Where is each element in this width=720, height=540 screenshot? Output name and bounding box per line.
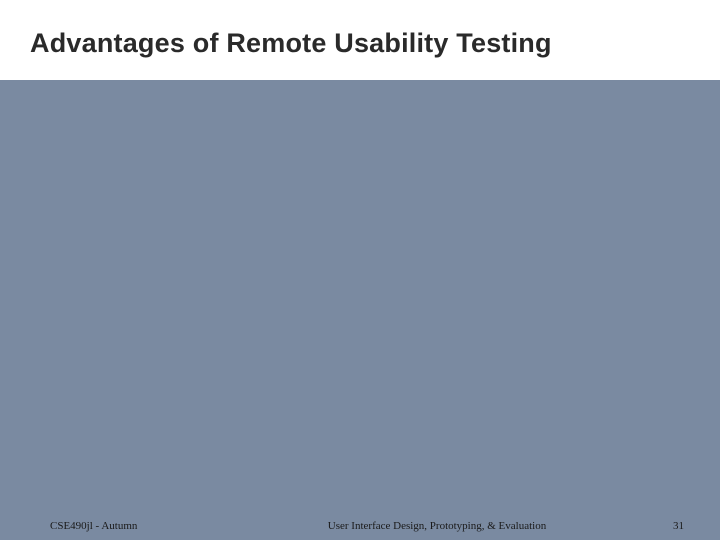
title-area: Advantages of Remote Usability Testing <box>0 0 720 71</box>
slide-title: Advantages of Remote Usability Testing <box>30 28 690 59</box>
footer: CSE490jl - Autumn User Interface Design,… <box>0 520 720 532</box>
footer-subtitle: User Interface Design, Prototyping, & Ev… <box>250 520 624 532</box>
slide-body: CSE490jl - Autumn User Interface Design,… <box>0 80 720 540</box>
page-number: 31 <box>624 520 684 532</box>
footer-course-label: CSE490jl - Autumn <box>50 520 250 532</box>
